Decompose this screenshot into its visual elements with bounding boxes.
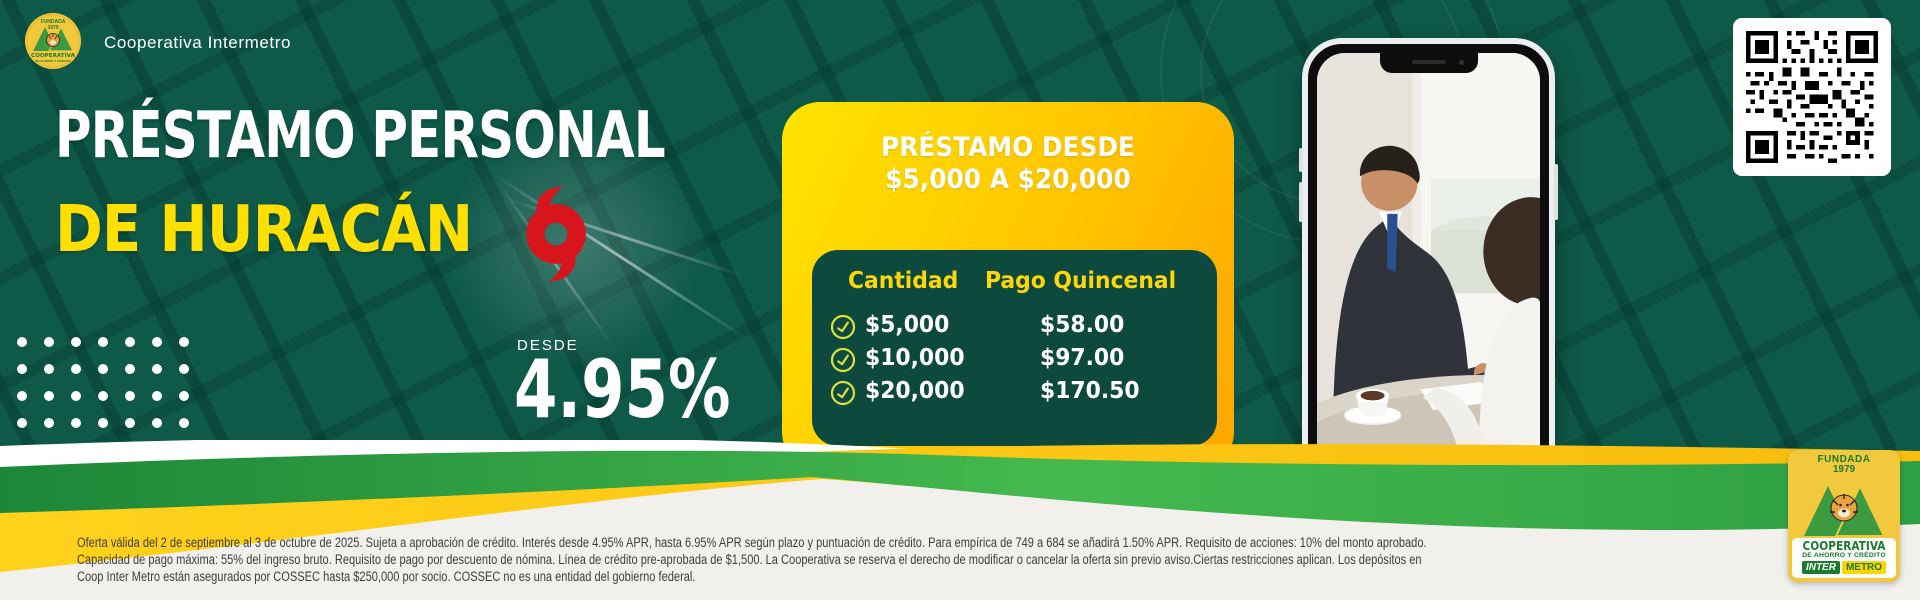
svg-text:COOPERATIVA: COOPERATIVA: [31, 53, 76, 59]
offer-title: PRÉSTAMO DESDE $5,000 A $20,000: [800, 132, 1216, 197]
disclaimer-line2: Capacidad de pago máxima: 55% del ingres…: [77, 552, 1422, 567]
disclaimer-line3: Coop Inter Metro están asegurados por CO…: [77, 569, 696, 584]
hurricane-icon: [526, 186, 586, 282]
badge-year: 1979: [1832, 464, 1856, 475]
badge-fundada-label: FUNDADA: [1817, 454, 1871, 465]
phone-camera: [1458, 60, 1464, 65]
biweekly-payment: $58.00: [1040, 312, 1125, 338]
badge-text-band: COOPERATIVA DE AHORRO Y CRÉDITO INTER ME…: [1792, 538, 1896, 578]
payment-table: Cantidad Pago Quincenal $5,000 $58.00 $1…: [812, 250, 1217, 446]
svg-text:1979: 1979: [47, 25, 58, 31]
biweekly-payment: $170.50: [1040, 378, 1140, 404]
phone-notch: [1379, 53, 1478, 73]
svg-text:FUNDADA: FUNDADA: [41, 19, 66, 25]
svg-text:DE AHORRO Y CRÉDITO: DE AHORRO Y CRÉDITO: [35, 58, 71, 63]
headline-line1: PRÉSTAMO PERSONAL: [55, 99, 666, 173]
check-circle-icon: [830, 347, 856, 373]
phone-power-button: [1554, 164, 1558, 220]
table-row: $20,000 $170.50: [812, 378, 1217, 411]
badge-trees-tiger-icon: [1804, 483, 1886, 537]
loan-amount: $20,000: [865, 378, 965, 404]
legal-disclaimer: Oferta válida del 2 de septiembre al 3 d…: [77, 534, 1427, 585]
check-circle-icon: [830, 314, 856, 340]
badge-subtitle: DE AHORRO Y CRÉDITO: [1802, 552, 1886, 559]
dots-pattern: [17, 337, 189, 428]
table-row: $5,000 $58.00: [812, 312, 1217, 345]
offer-title-line2: $5,000 A $20,000: [885, 164, 1131, 196]
column-header-pago-quincenal: Pago Quincenal: [985, 268, 1177, 294]
phone-screen-photo: [1317, 53, 1540, 475]
footer-waves: [0, 440, 1920, 600]
phone-volume-button: [1299, 148, 1303, 172]
badge-inter-label: INTER: [1801, 561, 1840, 574]
offer-title-line1: PRÉSTAMO DESDE: [880, 132, 1135, 163]
rate-label: DESDE: [517, 337, 579, 354]
check-circle-icon: [830, 380, 856, 406]
brand-name: Cooperativa Intermetro: [104, 33, 292, 52]
column-header-cantidad: Cantidad: [848, 268, 959, 294]
cooperativa-round-logo-icon: FUNDADA 1979 COOPERATIVA DE AHORRO Y CRÉ…: [25, 13, 81, 69]
phone-volume-button: [1299, 182, 1303, 222]
loan-amount: $5,000: [865, 312, 950, 338]
biweekly-payment: $97.00: [1040, 345, 1125, 371]
table-row: $10,000 $97.00: [812, 345, 1217, 378]
headline-line2: DE HURACÁN: [55, 193, 473, 267]
qr-code: [1733, 18, 1891, 176]
rate-value: 4.95%: [514, 343, 731, 436]
cooperativa-seal-logo: FUNDADA 1979 COOPERATIVA DE AHORRO Y CRÉ…: [1788, 450, 1900, 582]
phone-speaker: [1411, 60, 1446, 64]
badge-metro-label: METRO: [1841, 561, 1887, 574]
badge-cooperativa-label: COOPERATIVA: [1802, 539, 1886, 553]
loan-amount: $10,000: [865, 345, 965, 371]
offer-card: PRÉSTAMO DESDE $5,000 A $20,000 Cantidad…: [782, 102, 1234, 470]
disclaimer-line1: Oferta válida del 2 de septiembre al 3 d…: [77, 535, 1427, 550]
phone-mockup: [1299, 38, 1558, 490]
